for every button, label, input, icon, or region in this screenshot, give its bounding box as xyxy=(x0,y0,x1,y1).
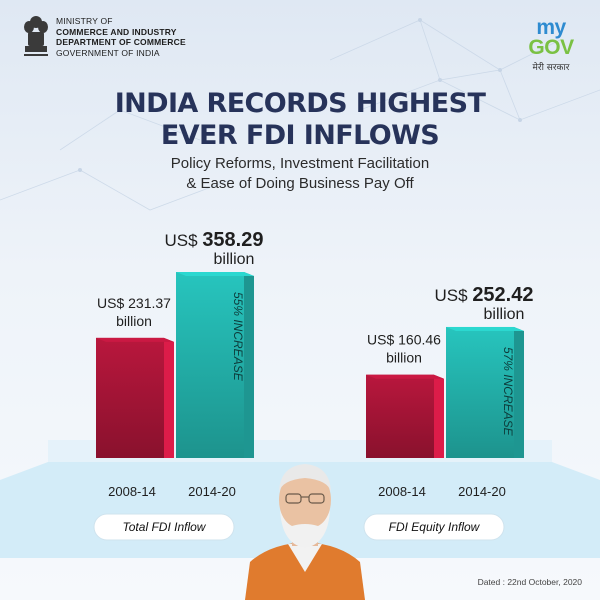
increase-annotation-1: 57% INCREASE xyxy=(501,347,515,437)
group-pill-0 xyxy=(93,513,235,541)
page-subtitle: Policy Reforms, Investment Facilitation … xyxy=(0,154,600,194)
bar-top-0-0 xyxy=(96,337,174,342)
bar-unit-label-0-1: billion xyxy=(214,251,255,268)
bar-0-0 xyxy=(96,337,164,458)
state-emblem-icon xyxy=(24,16,48,56)
bar-value-label-1-0: US$ 160.46 xyxy=(367,332,441,348)
bar-1-1 xyxy=(446,326,514,458)
subtitle-line-2: & Ease of Doing Business Pay Off xyxy=(186,175,414,192)
mygov-gov: GOV xyxy=(528,36,574,59)
mygov-logo: my GOV मेरी सरकार xyxy=(520,16,582,73)
subtitle-line-1: Policy Reforms, Investment Facilitation xyxy=(170,155,430,172)
group-pill-1 xyxy=(363,513,505,541)
bar-side-0-0 xyxy=(164,337,174,458)
page-title: INDIA RECORDS HIGHEST EVER FDI INFLOWS xyxy=(0,88,600,152)
group-label-1: FDI Equity Inflow xyxy=(389,520,481,534)
bar-0-1 xyxy=(176,272,244,458)
increase-annotation-0: 55% INCREASE xyxy=(231,292,245,382)
bar-unit-label-1-0: billion xyxy=(386,350,422,366)
bar-value-label-1-1: US$ 252.42 xyxy=(435,284,534,306)
ministry-line-3: DEPARTMENT OF COMMERCE xyxy=(56,37,186,47)
ministry-line-4: GOVERNMENT OF INDIA xyxy=(56,47,160,58)
title-line-1: INDIA RECORDS HIGHEST xyxy=(114,88,486,119)
bar-side-1-0 xyxy=(434,374,444,458)
leader-portrait xyxy=(245,464,365,600)
date-stamp: Dated : 22nd October, 2020 xyxy=(477,577,582,587)
bar-top-0-1 xyxy=(176,272,254,276)
bar-value-label-0-0: US$ 231.37 xyxy=(97,295,171,311)
mygov-tagline: मेरी सरकार xyxy=(532,63,570,73)
ministry-block: MINISTRY OF COMMERCE AND INDUSTRY DEPART… xyxy=(56,16,186,58)
category-label-1-1: 2014-20 xyxy=(458,484,506,499)
bar-side-0-1 xyxy=(244,272,254,458)
group-label-0: Total FDI Inflow xyxy=(123,520,207,534)
category-label-0-1: 2014-20 xyxy=(188,484,236,499)
ministry-line-1: MINISTRY OF xyxy=(56,16,113,26)
bar-side-1-1 xyxy=(514,326,524,458)
mygov-my: my xyxy=(536,16,566,39)
bar-1-0 xyxy=(366,374,434,458)
category-label-0-0: 2008-14 xyxy=(108,484,156,499)
title-line-2: EVER FDI INFLOWS xyxy=(160,120,440,151)
bar-unit-label-1-1: billion xyxy=(484,306,525,323)
bar-top-1-0 xyxy=(366,374,444,379)
bar-top-1-1 xyxy=(446,326,524,331)
category-label-1-0: 2008-14 xyxy=(378,484,426,499)
ministry-line-2: COMMERCE AND INDUSTRY xyxy=(56,26,177,37)
bar-value-label-0-1: US$ 358.29 xyxy=(165,229,264,251)
bar-unit-label-0-0: billion xyxy=(116,313,152,329)
